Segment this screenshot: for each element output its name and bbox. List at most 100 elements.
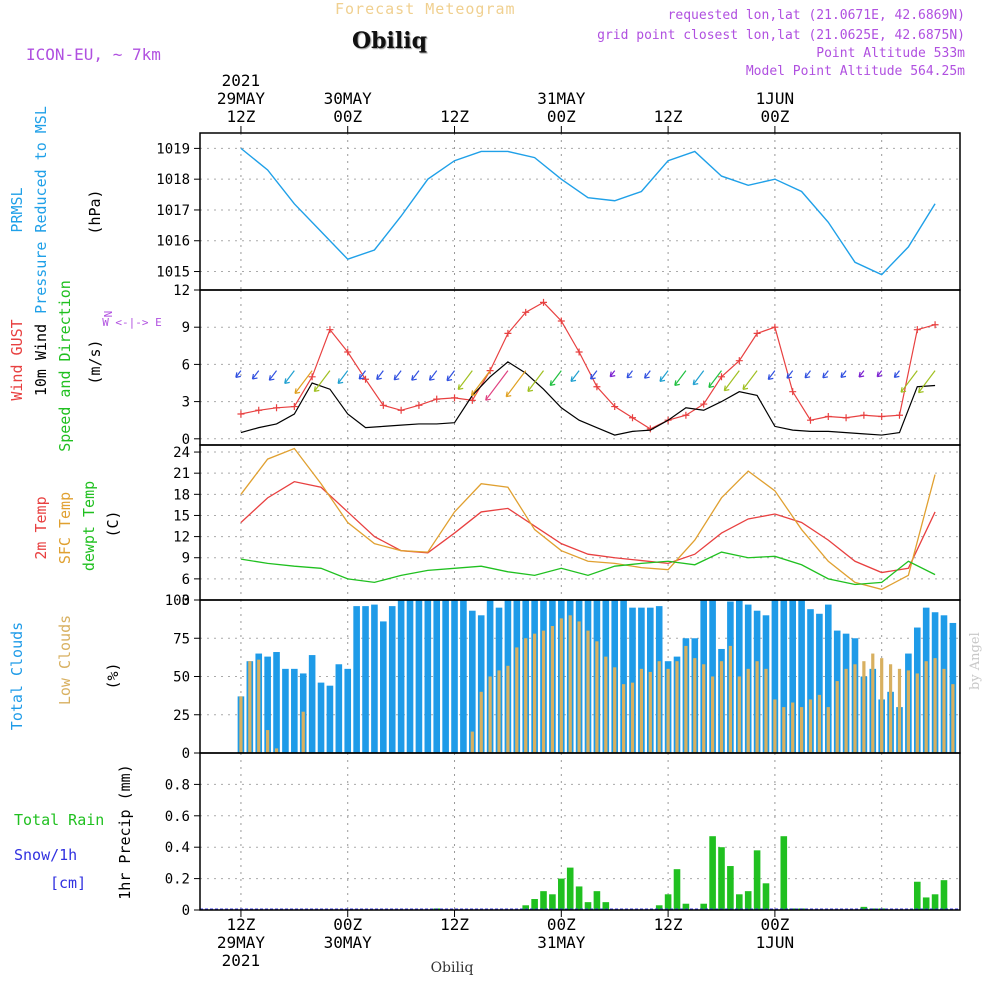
gust-marker bbox=[326, 326, 334, 334]
wind-arrow-head bbox=[804, 372, 811, 379]
x-tick-label-top: 12Z bbox=[440, 107, 469, 126]
x-tick-label-bottom: 31MAY bbox=[537, 933, 586, 952]
low-cloud-bar bbox=[577, 621, 581, 753]
low-cloud-bar bbox=[933, 658, 937, 753]
gust-marker bbox=[593, 383, 601, 391]
station-title: Obiliq bbox=[352, 28, 428, 54]
low-cloud-bar bbox=[604, 656, 608, 753]
gust-marker bbox=[575, 348, 583, 356]
wind-direction-arrow bbox=[742, 370, 758, 390]
clouds-unit: (%) bbox=[104, 662, 122, 689]
wind-direction-arrow bbox=[723, 370, 740, 391]
total-cloud-bar bbox=[282, 668, 289, 753]
wind-arrow-head bbox=[268, 375, 275, 381]
panel-frame bbox=[199, 289, 961, 446]
wind-arrow-head bbox=[549, 380, 556, 386]
low-cloud-bar bbox=[257, 659, 261, 753]
low-cloud-bar bbox=[541, 630, 546, 753]
gust-marker bbox=[468, 396, 476, 404]
gust-marker bbox=[540, 298, 548, 306]
x-tick-label-top: 2021 bbox=[222, 71, 261, 90]
rain-bar bbox=[682, 903, 690, 910]
y-tick-label: 18 bbox=[173, 487, 190, 503]
total-cloud-bar bbox=[442, 600, 449, 753]
snow-label: Snow/1h bbox=[14, 846, 77, 864]
low-clouds-ylabel: Low Clouds bbox=[56, 615, 74, 705]
wind-direction-arrow bbox=[337, 370, 349, 384]
rain-bar bbox=[718, 847, 725, 910]
total-cloud-bar bbox=[406, 600, 414, 753]
low-cloud-bar bbox=[568, 615, 572, 753]
wind-direction-arrow bbox=[457, 370, 473, 390]
panel-frame bbox=[199, 444, 961, 601]
low-cloud-bar bbox=[657, 661, 661, 753]
gust-marker bbox=[308, 373, 316, 381]
low-cloud-bar bbox=[524, 638, 528, 753]
low-cloud-bar bbox=[764, 668, 768, 753]
low-cloud-bar bbox=[710, 676, 715, 753]
temp-unit: (C) bbox=[104, 510, 122, 537]
gust-marker bbox=[860, 411, 868, 419]
y-tick-label: 12 bbox=[173, 530, 190, 546]
total-cloud-bar bbox=[789, 600, 796, 753]
y-tick-label: 75 bbox=[173, 631, 190, 647]
gust-marker bbox=[753, 329, 761, 337]
low-cloud-bar bbox=[684, 645, 688, 753]
sfc-temp-line bbox=[240, 447, 936, 591]
x-tick-label-bottom: 00Z bbox=[547, 915, 576, 934]
rain-bar bbox=[735, 894, 743, 910]
wind-direction-arrow bbox=[251, 370, 260, 380]
rain-bar bbox=[940, 880, 948, 910]
total-cloud-bar bbox=[264, 656, 271, 753]
temp2m-line bbox=[240, 480, 936, 574]
low-cloud-bar bbox=[746, 668, 750, 753]
total-rain-label: Total Rain bbox=[14, 811, 104, 829]
low-cloud-bar bbox=[693, 658, 697, 753]
wind-ylabel: 10m Wind bbox=[32, 324, 50, 396]
wind-arrow-head bbox=[659, 376, 666, 382]
y-tick-label: 6 bbox=[182, 572, 190, 588]
gust-marker bbox=[789, 388, 797, 396]
y-tick-label: 3 bbox=[182, 593, 190, 609]
low-cloud-bar bbox=[862, 661, 866, 753]
wind-arrow-head bbox=[393, 374, 400, 381]
y-tick-label: 0 bbox=[182, 746, 190, 762]
gust-marker bbox=[433, 395, 441, 403]
low-cloud-bar bbox=[550, 626, 555, 753]
sfc-temp-ylabel: SFC Temp bbox=[56, 492, 74, 564]
wind-direction-ylabel: Speed and Direction bbox=[56, 280, 74, 452]
wind-direction-arrow bbox=[590, 370, 598, 380]
wind-arrow-head bbox=[570, 376, 577, 382]
wind-arrow-head bbox=[708, 382, 715, 388]
low-cloud-bar bbox=[853, 664, 857, 753]
x-tick-label-bottom: 1JUN bbox=[756, 933, 795, 952]
snow-unit: [cm] bbox=[50, 874, 86, 892]
gust-marker bbox=[895, 411, 903, 419]
rain-bar bbox=[744, 891, 752, 910]
rain-bar bbox=[664, 894, 672, 910]
y-tick-label: 0 bbox=[182, 432, 190, 448]
rain-bar bbox=[602, 902, 610, 910]
gust-marker bbox=[700, 400, 708, 408]
compass-north: N bbox=[102, 311, 115, 318]
wind-direction-arrow bbox=[549, 370, 562, 386]
wind-direction-arrow bbox=[659, 370, 669, 382]
rain-bar bbox=[913, 881, 921, 910]
gust-marker bbox=[255, 406, 263, 414]
chart-super-title: Forecast Meteogram bbox=[335, 0, 516, 18]
wind-direction-arrow bbox=[358, 370, 367, 380]
gust-marker bbox=[611, 403, 619, 411]
compass-label: W <-|-> E bbox=[102, 316, 162, 329]
wind-line bbox=[240, 361, 936, 436]
low-cloud-bar bbox=[586, 630, 590, 753]
footer-station-label: Obiliq bbox=[431, 960, 474, 976]
y-tick-label: 1018 bbox=[156, 172, 190, 188]
point-altitude: Point Altitude 533m bbox=[816, 46, 965, 61]
total-cloud-bar bbox=[780, 600, 788, 753]
y-tick-label: 0 bbox=[182, 903, 190, 919]
precip-ylabel: 1hr Precip (mm) bbox=[116, 764, 134, 899]
total-cloud-bar bbox=[353, 606, 360, 753]
y-tick-label: 3 bbox=[182, 395, 190, 411]
wind-direction-arrow bbox=[570, 370, 580, 382]
gust-marker bbox=[878, 412, 886, 420]
